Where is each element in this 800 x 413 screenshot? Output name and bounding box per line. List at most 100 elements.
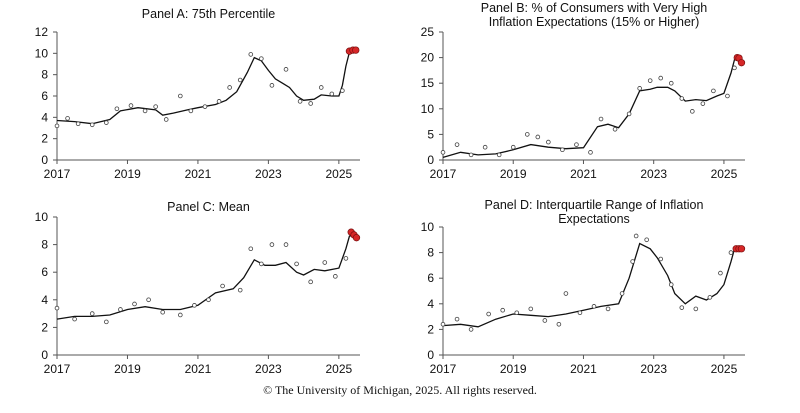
panel-d-data-point bbox=[718, 270, 723, 276]
panel-c-title-line: Panel C: Mean bbox=[167, 200, 250, 214]
panel-a-data-point bbox=[114, 106, 120, 112]
panel-d-y-tick-label: 2 bbox=[427, 322, 434, 336]
panel-d-data-point bbox=[486, 311, 491, 317]
panel-a-data-point bbox=[269, 83, 275, 88]
panel-c-data-point bbox=[248, 246, 254, 252]
panel-c-data-point bbox=[294, 261, 299, 267]
panel-b: Panel B: % of Consumers with Very High In… bbox=[421, 1, 746, 181]
panel-c-data-point bbox=[343, 256, 349, 261]
panel-d-y-tick-label: 4 bbox=[427, 297, 434, 311]
panel-d-data-point bbox=[619, 291, 625, 296]
panel-d-highlight-point bbox=[737, 245, 746, 253]
panel-c-data-point bbox=[220, 283, 225, 289]
panel-b-data-point bbox=[690, 109, 695, 114]
panel-b-data-point bbox=[598, 116, 604, 122]
panel-c-data-point bbox=[132, 301, 137, 307]
panel-c-data-point bbox=[178, 312, 183, 318]
panel-d-data-point bbox=[707, 295, 713, 300]
panel-d-data-point bbox=[454, 316, 460, 322]
panel-c-data-point bbox=[104, 319, 109, 325]
panel-a-data-point bbox=[178, 93, 183, 99]
panel-a-data-point bbox=[297, 99, 303, 104]
panel-a-data-point bbox=[248, 52, 254, 57]
panel-d-x-tick-label: 2021 bbox=[570, 362, 597, 376]
panel-d-data-point bbox=[658, 256, 664, 262]
panel-c-series-line bbox=[56, 234, 354, 320]
panel-c-data-point bbox=[269, 242, 275, 247]
panel-b-y-tick-label: 20 bbox=[421, 51, 435, 65]
panel-b-data-point bbox=[700, 101, 706, 106]
panel-b-data-point bbox=[637, 86, 642, 91]
panel-a-y-tick-label: 6 bbox=[41, 89, 48, 103]
panel-a-data-point bbox=[128, 103, 134, 108]
panel-a-data-point bbox=[89, 122, 95, 128]
panel-c-data-point bbox=[283, 242, 289, 247]
panel-a-data-point bbox=[75, 121, 81, 127]
panel-a-data-point bbox=[153, 104, 158, 109]
panel-b-data-point bbox=[626, 111, 632, 117]
panel-c-x-tick-label: 2023 bbox=[255, 362, 282, 376]
panel-a-data-point bbox=[283, 67, 289, 72]
panel-d-data-point bbox=[605, 306, 611, 312]
panel-d-data-point bbox=[577, 310, 583, 316]
panel-a-title: Panel A: 75th Percentile bbox=[142, 7, 275, 21]
panel-c-data-point bbox=[146, 297, 151, 303]
panel-c-x-tick-label: 2017 bbox=[44, 362, 71, 376]
panel-c-data-point bbox=[118, 307, 123, 312]
panel-d-data-point bbox=[468, 327, 474, 332]
panel-d-data-point bbox=[633, 233, 639, 239]
panel-c-data-point bbox=[54, 305, 60, 311]
panel-d-x-tick-label: 2025 bbox=[711, 362, 738, 376]
panel-b-data-point bbox=[496, 152, 502, 158]
panel-d-x-tick-label: 2019 bbox=[500, 362, 527, 376]
panel-a-data-point bbox=[308, 101, 313, 106]
panel-c-data-point bbox=[308, 279, 313, 285]
panel-b-data-point bbox=[468, 152, 474, 158]
panel-a-x-tick-label: 2017 bbox=[44, 167, 71, 181]
panel-d-title: Panel D: Interquartile Range of Inflatio… bbox=[485, 198, 704, 226]
panel-a-data-point bbox=[216, 99, 222, 104]
panel-a-x-tick-label: 2023 bbox=[255, 167, 282, 181]
panel-b-data-point bbox=[679, 96, 685, 101]
panel-b-data-point bbox=[647, 78, 653, 83]
panel-a-data-point bbox=[163, 117, 169, 122]
panel-a-y-tick-label: 4 bbox=[41, 110, 48, 124]
panel-a-series-line bbox=[56, 49, 354, 125]
panel-a-y-tick-label: 8 bbox=[41, 68, 48, 82]
panel-a-x-tick-label: 2025 bbox=[326, 167, 353, 181]
panel-a-x-tick-label: 2021 bbox=[185, 167, 212, 181]
panel-d-x-tick-label: 2017 bbox=[430, 362, 457, 376]
panel-a-data-point bbox=[104, 120, 109, 125]
panel-b-data-point bbox=[535, 134, 541, 140]
panel-c-y-tick-label: 4 bbox=[41, 293, 48, 307]
panel-b-data-point bbox=[524, 132, 530, 137]
panel-d-data-point bbox=[500, 307, 505, 313]
panel-b-y-tick-label: 5 bbox=[427, 127, 434, 141]
panel-b-title-line: Inflation Expectations (15% or Higher) bbox=[489, 15, 700, 29]
panel-b-data-point bbox=[612, 126, 618, 132]
panel-a-y-tick-label: 12 bbox=[35, 25, 49, 39]
panel-d-data-point bbox=[542, 318, 548, 323]
panel-a-data-point bbox=[237, 77, 243, 83]
panel-b-x-tick-label: 2019 bbox=[500, 167, 527, 181]
panel-c-data-point bbox=[206, 297, 211, 303]
panel-d: Panel D: Interquartile Range of Inflatio… bbox=[421, 198, 746, 376]
panel-a-data-point bbox=[142, 108, 148, 114]
panel-a: Panel A: 75th Percentile 0 2 4 6 8 10 12 2017 201… bbox=[35, 7, 360, 181]
panel-b-data-point bbox=[510, 144, 516, 150]
panel-d-data-point bbox=[668, 282, 674, 287]
panel-c-data-point bbox=[89, 311, 95, 316]
panel-d-series-line bbox=[442, 242, 739, 328]
panel-b-data-point bbox=[440, 150, 446, 155]
panel-b-x-tick-label: 2021 bbox=[570, 167, 597, 181]
panel-a-data-point bbox=[259, 56, 264, 61]
panel-a-title-line: Panel A: 75th Percentile bbox=[142, 7, 275, 21]
panel-d-title-line: Expectations bbox=[558, 212, 630, 226]
panel-c-data-point bbox=[192, 303, 197, 308]
panel-c-highlight-point bbox=[352, 234, 361, 242]
panel-b-title-line: Panel B: % of Consumers with Very High bbox=[481, 1, 708, 15]
panel-b-data-point bbox=[711, 88, 716, 94]
panel-c-data-point bbox=[333, 274, 338, 279]
panel-b-data-point bbox=[454, 142, 460, 147]
panel-d-data-point bbox=[563, 291, 569, 296]
